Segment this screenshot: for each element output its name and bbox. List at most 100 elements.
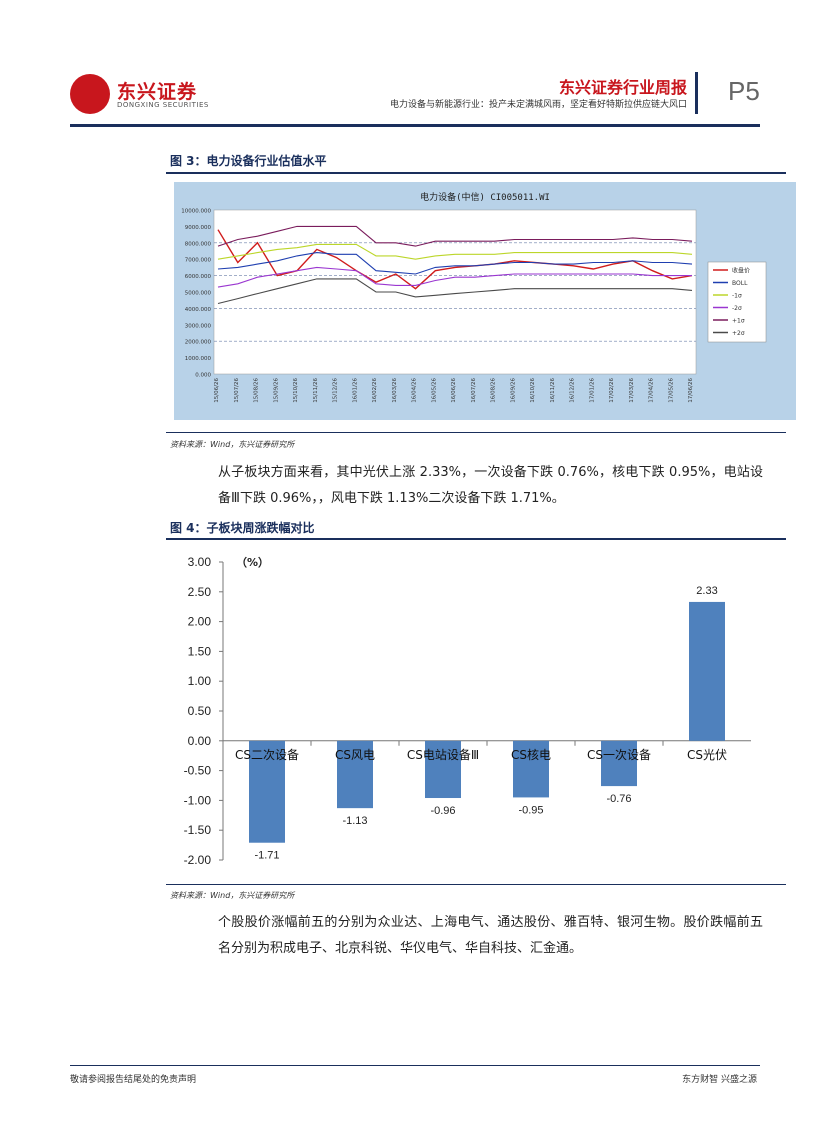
footer-slogan: 东方财智 兴盛之源 — [682, 1075, 757, 1085]
x-tick-label: 16/04/26 — [412, 378, 418, 403]
category-label: CS一次设备 — [587, 748, 651, 762]
figure3-source: 资料来源：Wind，东兴证券研究所 — [170, 440, 295, 449]
value-label: -0.96 — [430, 805, 455, 817]
plot-area — [213, 209, 697, 375]
stocks-paragraph: 个股股价涨幅前五的分别为众业达、上海电气、通达股份、雅百特、银河生物。股价跌幅前… — [218, 915, 763, 956]
x-tick-label: 15/06/26 — [214, 378, 220, 403]
y-tick-label: -1.00 — [184, 793, 212, 807]
logo-subtext: DONGXING SECURITIES — [117, 101, 209, 109]
x-tick-label: 15/08/26 — [254, 378, 260, 403]
header-divider — [695, 72, 698, 114]
value-label: -0.95 — [518, 804, 543, 816]
x-tick-label: 16/06/26 — [451, 378, 457, 403]
chart-title: 电力设备(中信) CI005011.WI — [420, 191, 550, 203]
figure4-bottom-rule — [166, 884, 786, 885]
y-tick-label: 8000.000 — [185, 241, 212, 247]
y-tick-label: 3000.000 — [185, 323, 212, 329]
figure3-bottom-rule — [166, 432, 786, 433]
x-tick-label: 16/01/26 — [352, 378, 358, 403]
y-tick-label: 1.50 — [188, 644, 212, 658]
x-tick-label: 16/12/26 — [570, 378, 576, 403]
bar — [513, 740, 549, 798]
legend-label: -2σ — [732, 305, 742, 312]
legend-label: 收盘价 — [732, 267, 750, 275]
x-tick-label: 15/12/26 — [333, 378, 339, 403]
x-tick-label: 16/03/26 — [392, 378, 398, 403]
series-line — [217, 266, 692, 288]
logo-icon — [70, 74, 110, 114]
x-tick-label: 16/11/26 — [550, 378, 556, 403]
x-tick-label: 17/02/26 — [609, 378, 615, 403]
footer-disclaimer: 敬请参阅报告结尾处的免责声明 — [70, 1075, 197, 1085]
figure4-top-rule — [166, 538, 786, 540]
value-label: -0.76 — [606, 793, 631, 805]
x-tick-label: 15/11/26 — [313, 378, 319, 403]
value-label: -1.71 — [254, 850, 279, 862]
series-line — [217, 278, 693, 305]
legend-label: -1σ — [732, 293, 742, 300]
x-tick-label: 16/09/26 — [510, 378, 516, 403]
x-tick-label: 17/04/26 — [649, 378, 655, 403]
figure3-top-rule — [166, 172, 786, 174]
category-label: CS核电 — [511, 748, 551, 762]
series-line — [217, 252, 693, 275]
x-tick-label: 16/10/26 — [530, 378, 536, 403]
x-tick-label: 15/10/26 — [293, 378, 299, 403]
header-rule — [70, 124, 760, 127]
y-tick-label: 2000.000 — [185, 340, 212, 346]
legend-box — [707, 261, 767, 343]
figure3-chart-frame: 电力设备(中信) CI005011.WI 0.000 1000.000 2000.00… — [174, 182, 796, 420]
category-label: CS光伏 — [687, 748, 727, 762]
legend-label: BOLL — [732, 280, 748, 287]
y-tick-label: 9000.000 — [185, 225, 212, 231]
y-tick-label: 1.00 — [188, 674, 212, 688]
category-label: CS二次设备 — [235, 748, 299, 762]
valuation-line-chart: 电力设备(中信) CI005011.WI 0.000 1000.000 2000.00… — [181, 191, 767, 403]
bar — [601, 740, 637, 787]
bar — [689, 601, 725, 741]
figure3-title: 图 3：电力设备行业估值水平 — [170, 154, 327, 168]
y-tick-label: 5000.000 — [185, 291, 212, 297]
y-tick-label: -1.50 — [184, 823, 212, 837]
category-label: CS电站设备Ⅲ — [407, 748, 479, 762]
y-tick-label: 6000.000 — [185, 274, 212, 280]
x-tick-label: 17/03/26 — [629, 378, 635, 403]
series-line — [217, 225, 693, 247]
legend-label: +1σ — [732, 318, 745, 325]
y-tick-label: 10000.000 — [181, 209, 211, 215]
y-tick-label: 2.50 — [188, 585, 212, 599]
legend-label: +2σ — [732, 330, 745, 337]
y-tick-label: -0.50 — [184, 764, 212, 778]
x-tick-label: 15/09/26 — [273, 378, 279, 403]
footer-rule — [70, 1065, 760, 1066]
series-line — [217, 243, 693, 260]
x-tick-label: 15/07/26 — [234, 378, 240, 403]
bar — [249, 740, 285, 843]
value-label: 2.33 — [696, 585, 717, 597]
bar — [337, 740, 373, 809]
x-tick-label: 17/06/26 — [688, 378, 694, 403]
page-number: P5 — [728, 76, 760, 106]
report-subtitle: 电力设备与新能源行业：投产未定满城风雨，坚定看好特斯拉供应链大风口 — [389, 100, 687, 110]
x-tick-label: 17/01/26 — [589, 378, 595, 403]
y-tick-label: 0.000 — [195, 373, 211, 379]
y-tick-label: 4000.000 — [185, 307, 212, 313]
x-tick-label: 16/02/26 — [372, 378, 378, 403]
x-tick-label: 16/07/26 — [471, 378, 477, 403]
logo-text: 东兴证券 — [117, 81, 198, 103]
y-tick-label: 3.00 — [188, 555, 212, 569]
x-tick-label: 17/05/26 — [668, 378, 674, 403]
y-tick-label: 7000.000 — [185, 258, 212, 264]
y-tick-label: 2.00 — [188, 615, 212, 629]
y-unit-label: （%） — [236, 556, 269, 569]
report-title: 东兴证券行业周报 — [558, 78, 687, 97]
subsector-paragraph: 从子板块方面来看，其中光伏上涨 2.33%，一次设备下跌 0.76%，核电下跌 … — [218, 465, 763, 506]
subsector-bar-chart: 3.00 2.50 2.00 1.50 1.00 0.50 0.00 -0.50 -1.00 -1… — [184, 555, 751, 867]
figure4-title: 图 4：子板块周涨跌幅对比 — [170, 521, 315, 535]
category-label: CS风电 — [335, 748, 375, 762]
y-tick-label: -2.00 — [184, 853, 212, 867]
bar — [425, 740, 461, 799]
y-tick-label: 1000.000 — [185, 356, 212, 362]
value-label: -1.13 — [342, 815, 367, 827]
y-tick-label: 0.00 — [188, 734, 212, 748]
